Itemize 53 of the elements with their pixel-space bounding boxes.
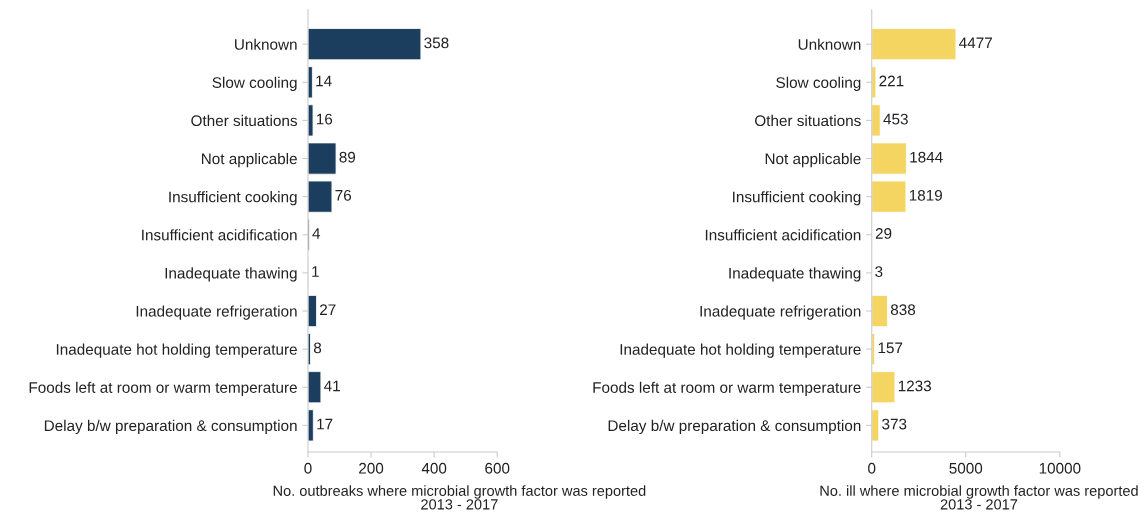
data-label: 1233 <box>898 380 932 392</box>
y-tick-label: Insufficient acidification <box>705 229 861 241</box>
x-tick-label: 0 <box>868 462 876 474</box>
x-tick-label: 400 <box>421 462 447 474</box>
data-label: 17 <box>317 418 333 430</box>
y-tick-label: Delay b/w preparation & consumption <box>44 419 297 435</box>
data-label: 8 <box>313 342 322 354</box>
data-label: 1 <box>312 266 319 277</box>
y-tick-label: Other situations <box>755 114 861 127</box>
x-tick-label: 5000 <box>949 462 983 474</box>
data-label: 3 <box>875 266 883 277</box>
data-label: 1819 <box>909 189 942 201</box>
data-label: 4477 <box>959 37 992 49</box>
data-label: 14 <box>316 75 332 87</box>
data-label: 89 <box>339 151 356 163</box>
x-axis-title: No. outbreaks where microbial growth factor was reported 2013 - 2017 <box>273 485 646 510</box>
data-label: 838 <box>890 304 916 316</box>
x-tick-label: 0 <box>304 462 312 474</box>
y-tick-label: Insufficient acidification <box>142 229 297 241</box>
data-label: 358 <box>424 37 449 49</box>
y-tick-label: Inadequate hot holding temperature <box>620 343 861 358</box>
y-tick-label: Unknown <box>798 38 861 50</box>
data-label: 27 <box>320 304 336 315</box>
y-tick-label: Inadequate hot holding temperature <box>56 343 297 358</box>
y-tick-label: Inadequate refrigeration <box>700 305 861 320</box>
y-tick-label: Insufficient cooking <box>169 191 297 206</box>
y-tick-label: Inadequate thawing <box>729 267 861 282</box>
y-tick-label: Inadequate refrigeration <box>136 305 297 320</box>
data-label: 29 <box>875 228 892 239</box>
y-tick-label: Other situations <box>191 114 298 127</box>
y-tick-label: Slow cooling <box>776 76 861 91</box>
y-tick-label: Unknown <box>235 38 297 50</box>
y-tick-label: Slow cooling <box>212 76 297 91</box>
data-label: 453 <box>883 113 908 125</box>
data-label: 16 <box>316 113 333 125</box>
y-tick-label: Not applicable <box>201 152 297 168</box>
data-label: 4 <box>312 228 321 239</box>
data-label: 41 <box>324 380 340 392</box>
y-tick-label: Delay b/w preparation & consumption <box>608 419 861 435</box>
y-tick-label: Foods left at room or warm temperature <box>593 381 861 396</box>
y-tick-label: Not applicable <box>765 152 861 168</box>
x-tick-label: 200 <box>359 462 384 474</box>
x-tick-label: 600 <box>485 462 510 474</box>
data-label: 157 <box>878 342 903 354</box>
y-tick-label: Foods left at room or warm temperature <box>29 381 297 396</box>
data-label: 1844 <box>910 151 943 163</box>
y-tick-label: Inadequate thawing <box>165 267 297 282</box>
x-axis-title: No. ill where microbial growth factor was reported 2013 - 2017 <box>820 485 1138 510</box>
y-tick-label: Insufficient cooking <box>733 191 861 206</box>
data-label: 76 <box>335 189 352 201</box>
data-label: 221 <box>879 75 904 87</box>
data-label: 373 <box>882 418 907 430</box>
x-tick-label: 10000 <box>1039 462 1081 474</box>
